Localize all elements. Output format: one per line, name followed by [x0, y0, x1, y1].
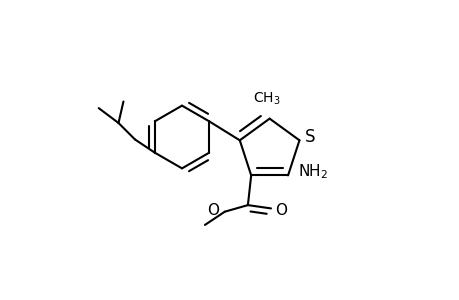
Text: O: O [274, 202, 286, 217]
Text: S: S [304, 128, 314, 146]
Text: CH$_3$: CH$_3$ [252, 91, 280, 107]
Text: O: O [207, 202, 218, 217]
Text: NH$_2$: NH$_2$ [297, 163, 327, 182]
